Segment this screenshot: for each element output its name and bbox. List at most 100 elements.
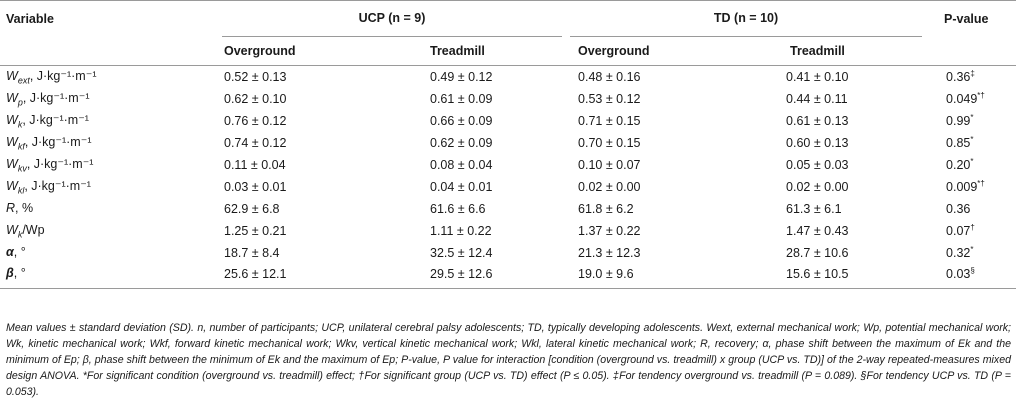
pvalue-mark: *† bbox=[977, 90, 985, 100]
variable-subscript: kf bbox=[17, 141, 25, 152]
ucp-treadmill-value: 0.66 ± 0.09 bbox=[430, 114, 493, 128]
pvalue: 0.049 bbox=[946, 92, 978, 106]
pvalue-cell: 0.03§ bbox=[926, 264, 1016, 289]
ucp-overground-value: 62.9 ± 6.8 bbox=[224, 202, 280, 216]
variable-cell: Wkv, J·kg⁻¹·m⁻¹ bbox=[0, 154, 218, 176]
variable-subscript: ext bbox=[17, 75, 30, 86]
table-row: Wext, J·kg⁻¹·m⁻¹ 0.52 ± 0.13 0.49 ± 0.12 0.… bbox=[0, 66, 1016, 89]
ucp-overground-value: 0.62 ± 0.10 bbox=[224, 92, 287, 106]
ucp-group-n: (n = 9) bbox=[388, 11, 426, 25]
pvalue-mark: *† bbox=[977, 178, 985, 188]
ucp-overground-header: Overground bbox=[218, 37, 380, 66]
td-treadmill-value: 0.41 ± 0.10 bbox=[786, 70, 849, 84]
pvalue-cell: 0.99* bbox=[926, 110, 1016, 132]
variable-cell: R, % bbox=[0, 198, 218, 220]
pvalue-cell: 0.009*† bbox=[926, 176, 1016, 198]
pvalue: 0.07 bbox=[946, 224, 971, 238]
variable-unit: , J·kg⁻¹·m⁻¹ bbox=[29, 69, 97, 84]
ucp-treadmill-value: 61.6 ± 6.6 bbox=[430, 202, 486, 216]
ucp-overground-value: 18.7 ± 8.4 bbox=[224, 246, 280, 260]
pvalue-cell: 0.20* bbox=[926, 154, 1016, 176]
td-treadmill-value: 15.6 ± 10.5 bbox=[740, 264, 927, 289]
pvalue: 0.36 bbox=[946, 70, 971, 84]
pvalue: 0.009 bbox=[946, 180, 978, 194]
pvalue: 0.85 bbox=[946, 136, 971, 150]
td-overground-value: 1.37 ± 0.22 bbox=[578, 224, 641, 238]
td-overground-value: 21.3 ± 12.3 bbox=[578, 246, 641, 260]
table-row: Wk, J·kg⁻¹·m⁻¹ 0.76 ± 0.12 0.66 ± 0.09 0.71… bbox=[0, 110, 1016, 132]
ucp-group-name: UCP bbox=[358, 11, 385, 25]
variable-unit: , J·kg⁻¹·m⁻¹ bbox=[22, 113, 89, 128]
td-overground-value: 61.8 ± 6.2 bbox=[578, 202, 634, 216]
td-overground-value: 0.48 ± 0.16 bbox=[578, 70, 641, 84]
td-treadmill-value: 1.47 ± 0.43 bbox=[786, 224, 849, 238]
pvalue-mark: ‡ bbox=[970, 68, 975, 78]
table-row: Wk/Wp 1.25 ± 0.21 1.11 ± 0.22 1.37 ± 0.22 1.… bbox=[0, 220, 1016, 242]
variable-symbol: W bbox=[6, 91, 18, 106]
td-group-n: (n = 10) bbox=[734, 11, 779, 25]
variable-symbol: W bbox=[6, 69, 18, 84]
pvalue-cell: 0.049*† bbox=[926, 88, 1016, 110]
ucp-treadmill-value: 1.11 ± 0.22 bbox=[430, 224, 492, 238]
variable-subscript: k bbox=[17, 229, 23, 240]
td-treadmill-value: 0.44 ± 0.11 bbox=[786, 92, 848, 106]
ucp-treadmill-value: 0.04 ± 0.01 bbox=[430, 180, 493, 194]
table-row: Wp, J·kg⁻¹·m⁻¹ 0.62 ± 0.10 0.61 ± 0.09 0.53… bbox=[0, 88, 1016, 110]
pvalue-mark: † bbox=[970, 222, 975, 232]
pvalue-mark: * bbox=[970, 244, 974, 254]
variable-cell: Wext, J·kg⁻¹·m⁻¹ bbox=[0, 66, 218, 89]
pvalue: 0.20 bbox=[946, 158, 971, 172]
pvalue: 0.32 bbox=[946, 246, 971, 260]
pvalue-cell: 0.07† bbox=[926, 220, 1016, 242]
ucp-overground-value: 0.03 ± 0.01 bbox=[224, 180, 287, 194]
td-overground-header: Overground bbox=[566, 37, 741, 66]
variable-symbol: α bbox=[6, 244, 14, 259]
pvalue-cell: 0.32* bbox=[926, 242, 1016, 264]
variable-symbol: W bbox=[6, 113, 18, 128]
table-row: Wkl, J·kg⁻¹·m⁻¹ 0.03 ± 0.01 0.04 ± 0.01 0.0… bbox=[0, 176, 1016, 198]
variable-subscript: k bbox=[17, 119, 23, 130]
variable-cell: Wp, J·kg⁻¹·m⁻¹ bbox=[0, 88, 218, 110]
ucp-overground-value: 0.74 ± 0.12 bbox=[224, 136, 287, 150]
td-overground-value: 0.70 ± 0.15 bbox=[578, 136, 641, 150]
td-overground-value: 0.53 ± 0.12 bbox=[578, 92, 641, 106]
td-overground-value: 0.71 ± 0.15 bbox=[578, 114, 641, 128]
variable-symbol: β bbox=[6, 265, 14, 280]
td-treadmill-value: 0.02 ± 0.00 bbox=[786, 180, 849, 194]
table-row: Wkf, J·kg⁻¹·m⁻¹ 0.74 ± 0.12 0.62 ± 0.09 0.7… bbox=[0, 132, 1016, 154]
ucp-group-header: UCP (n = 9) bbox=[218, 0, 567, 37]
variable-symbol: W bbox=[6, 222, 18, 237]
data-table-container: Variable UCP (n = 9) TD (n = 10) P-value… bbox=[0, 0, 1016, 289]
table-footnote: Mean values ± standard deviation (SD). n… bbox=[6, 320, 1011, 400]
subheader-blank bbox=[0, 37, 218, 66]
variable-symbol: W bbox=[6, 135, 18, 150]
footnote-text: Mean values ± standard deviation (SD). n… bbox=[6, 322, 1011, 398]
ucp-treadmill-value: 0.62 ± 0.09 bbox=[430, 136, 493, 150]
variable-cell: β, ° bbox=[0, 264, 218, 289]
variable-unit: , % bbox=[15, 200, 34, 215]
table-row: R, % 62.9 ± 6.8 61.6 ± 6.6 61.8 ± 6.2 61.3 ±… bbox=[0, 198, 1016, 220]
td-treadmill-header: Treadmill bbox=[740, 37, 927, 66]
variable-symbol: R bbox=[6, 200, 16, 215]
td-treadmill-value: 61.3 ± 6.1 bbox=[786, 202, 842, 216]
ucp-overground-value: 1.25 ± 0.21 bbox=[224, 224, 287, 238]
pvalue: 0.03 bbox=[946, 267, 971, 281]
pvalue-mark: * bbox=[970, 156, 974, 166]
table-row: α, ° 18.7 ± 8.4 32.5 ± 12.4 21.3 ± 12.3 28.7… bbox=[0, 242, 1016, 264]
table-body: Wext, J·kg⁻¹·m⁻¹ 0.52 ± 0.13 0.49 ± 0.12 0.… bbox=[0, 66, 1016, 289]
pvalue-cell: 0.85* bbox=[926, 132, 1016, 154]
td-overground-value: 19.0 ± 9.6 bbox=[566, 264, 741, 289]
td-group-name: TD bbox=[713, 11, 731, 25]
pvalue: 0.99 bbox=[946, 114, 971, 128]
variable-cell: Wk/Wp bbox=[0, 220, 218, 242]
ucp-treadmill-value: 32.5 ± 12.4 bbox=[430, 246, 493, 260]
pvalue-header: P-value bbox=[926, 0, 1016, 37]
variable-symbol: W bbox=[6, 179, 18, 194]
variable-unit: , J·kg⁻¹·m⁻¹ bbox=[24, 179, 91, 194]
ucp-overground-value: 0.76 ± 0.12 bbox=[224, 114, 287, 128]
variable-subscript: kv bbox=[17, 163, 27, 174]
td-treadmill-value: 0.61 ± 0.13 bbox=[786, 114, 849, 128]
subheader-blank-p bbox=[926, 37, 1016, 66]
td-treadmill-value: 0.60 ± 0.13 bbox=[786, 136, 849, 150]
td-group-header: TD (n = 10) bbox=[566, 0, 927, 37]
